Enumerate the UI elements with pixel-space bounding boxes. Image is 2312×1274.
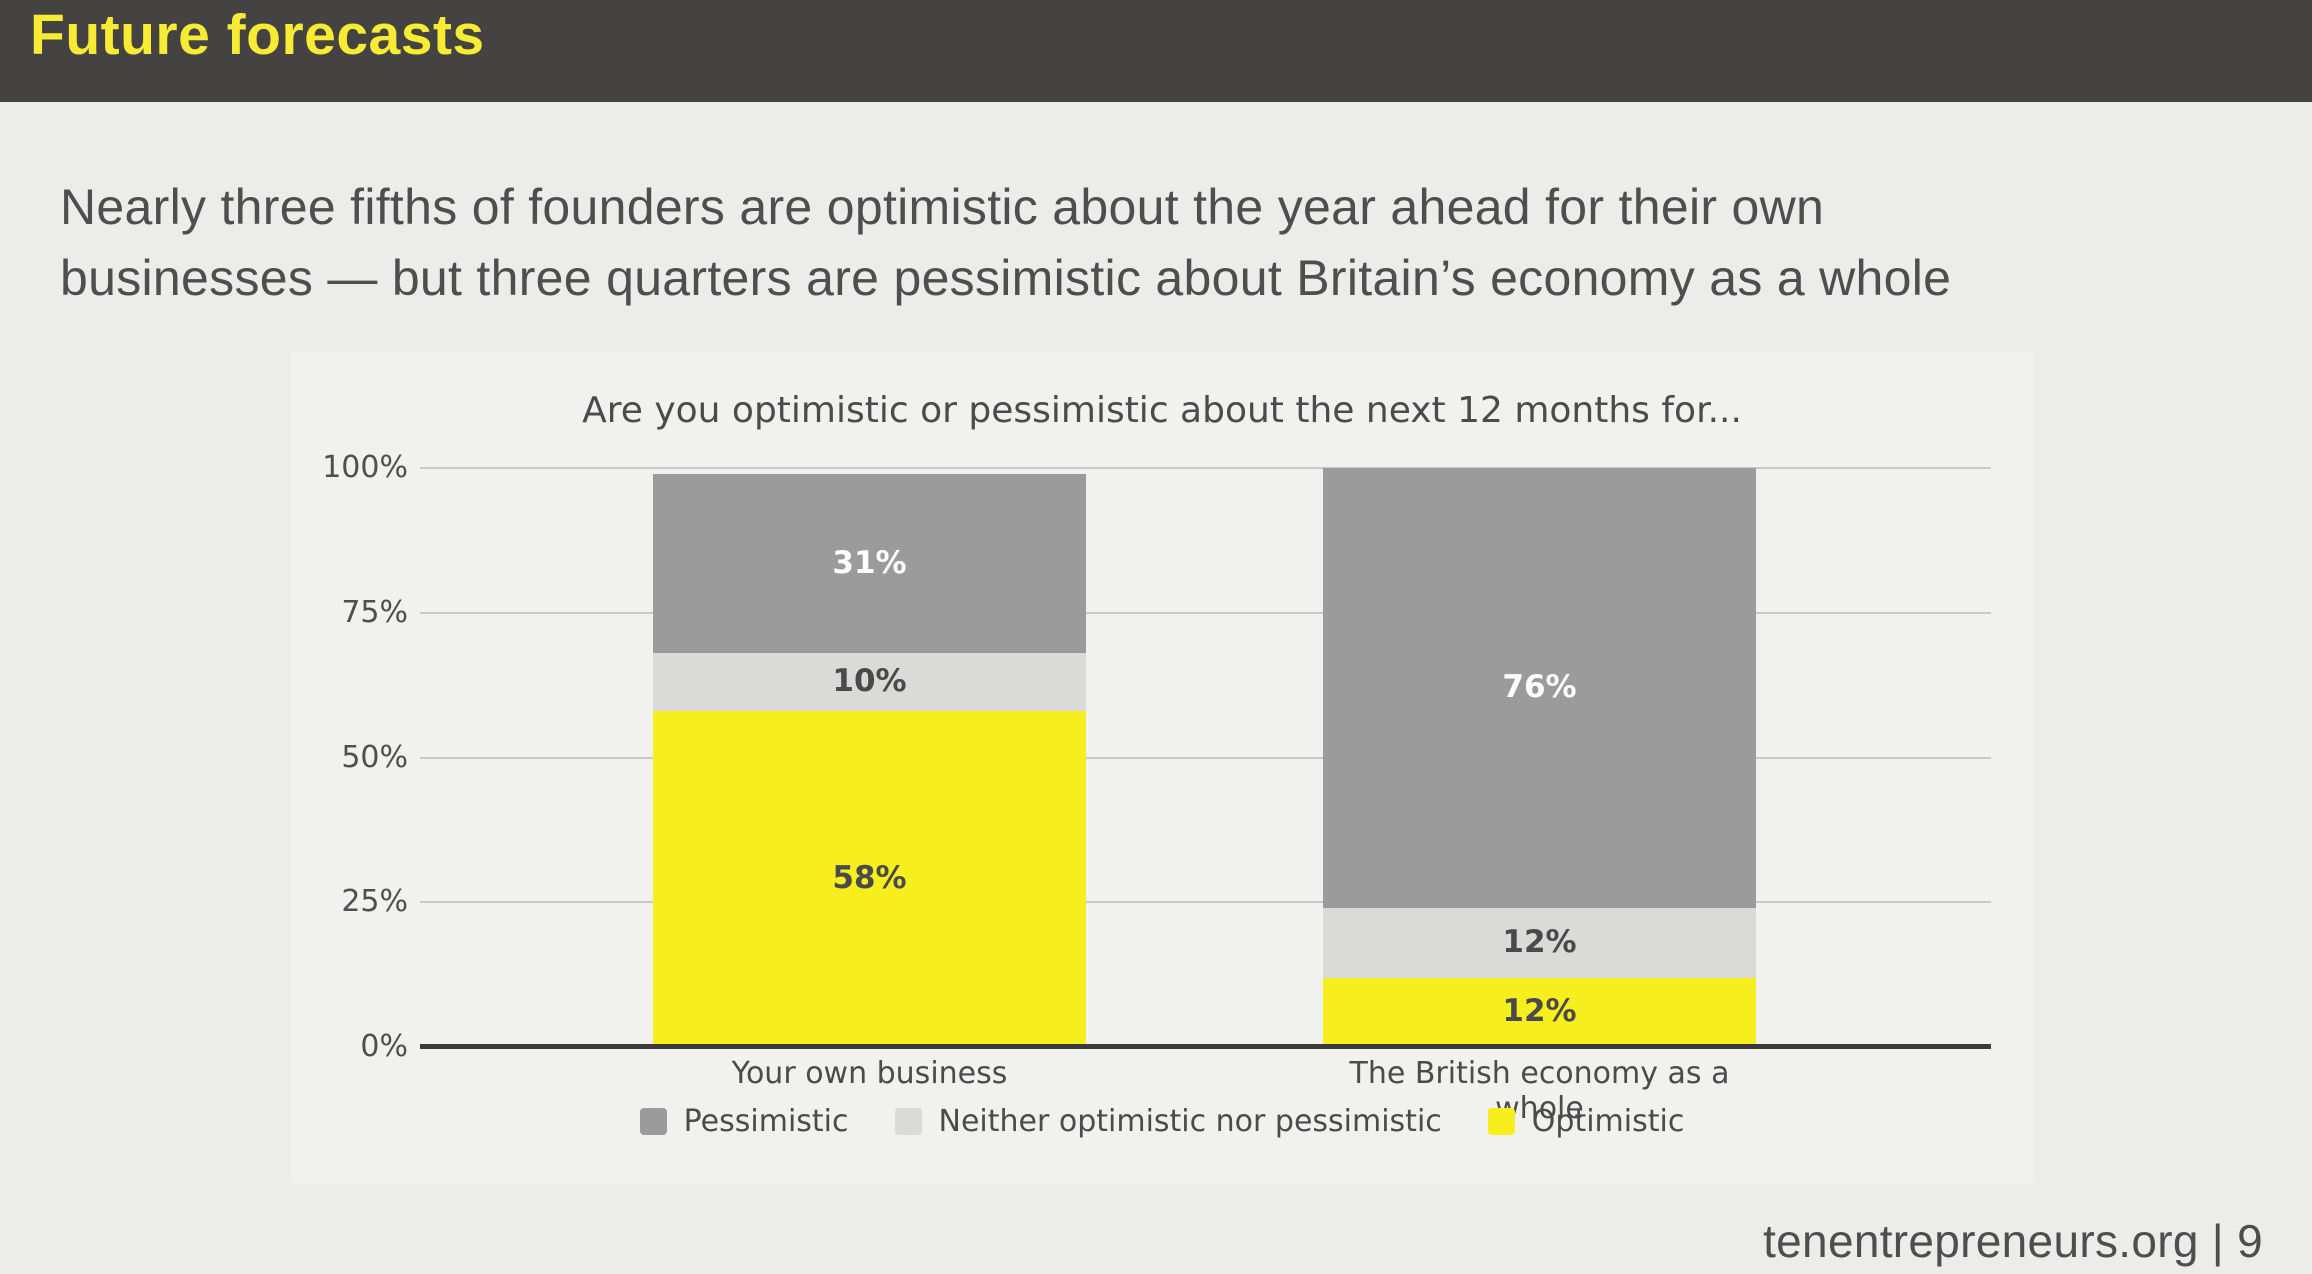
bar-value-label: 10%	[832, 663, 907, 700]
bar-value-label: 76%	[1502, 669, 1577, 706]
gridline-25%	[420, 901, 1991, 904]
legend-swatch-pessimistic	[639, 1108, 667, 1135]
chart-panel: Are you optimistic or pessimistic about …	[291, 352, 2033, 1183]
bar-segment-optimistic	[1323, 977, 1756, 1047]
x-category-label: Your own business	[731, 1056, 1008, 1091]
legend-label: Pessimistic	[683, 1104, 849, 1139]
subtitle-line-1: Nearly three fifths of founders are opti…	[60, 179, 1825, 235]
bar-value-label: 12%	[1502, 993, 1577, 1030]
plot-area: 0% 25% 50% 75% 100% 58% 10% 31% Your own busines…	[291, 352, 2033, 1183]
bar-segment-neither-optimistic-nor-pessimistic	[653, 653, 1086, 712]
legend-label: Neither optimistic nor pessimistic	[938, 1104, 1442, 1139]
bar-segment-pessimistic	[653, 473, 1086, 654]
bar-segment-optimistic	[653, 711, 1086, 1047]
legend-swatch-neither-optimistic-nor-pessimistic	[894, 1108, 922, 1135]
y-axis-tick-label: 100%	[322, 450, 408, 485]
legend-label: Optimistic	[1531, 1104, 1685, 1139]
chart-title: Are you optimistic or pessimistic about …	[582, 390, 1742, 431]
legend-item: Neither optimistic nor pessimistic	[894, 1104, 1442, 1139]
legend-item: Optimistic	[1487, 1104, 1685, 1139]
gridline-75%	[420, 611, 1991, 614]
subtitle-line-2: businesses — but three quarters are pess…	[60, 250, 1952, 306]
bar-value-label: 58%	[832, 860, 907, 897]
slide-subtitle: Nearly three fifths of founders are opti…	[60, 172, 2260, 314]
x-axis-line	[420, 1044, 1991, 1049]
gridline-50%	[420, 756, 1991, 759]
bar-value-label: 12%	[1502, 923, 1577, 960]
footer-page-ref: tenentrepreneurs.org | 9	[1763, 1215, 2263, 1267]
y-axis-tick-label: 25%	[341, 884, 408, 920]
header-bar: Future forecasts	[0, 0, 2312, 102]
y-axis-tick-label: 75%	[341, 594, 408, 630]
gridline-100%	[420, 467, 1991, 469]
bar-value-label: 31%	[832, 544, 907, 581]
y-axis-tick-label: 50%	[341, 739, 408, 775]
y-axis-tick-label: 0%	[360, 1029, 408, 1064]
bar-segment-pessimistic	[1323, 468, 1756, 909]
legend-swatch-optimistic	[1487, 1108, 1515, 1135]
bar-segment-neither-optimistic-nor-pessimistic	[1323, 908, 1756, 978]
legend-item: Pessimistic	[639, 1104, 849, 1139]
chart-legend: Pessimistic Neither optimistic nor pessim…	[291, 1104, 2033, 1139]
slide-title: Future forecasts	[30, 3, 485, 67]
